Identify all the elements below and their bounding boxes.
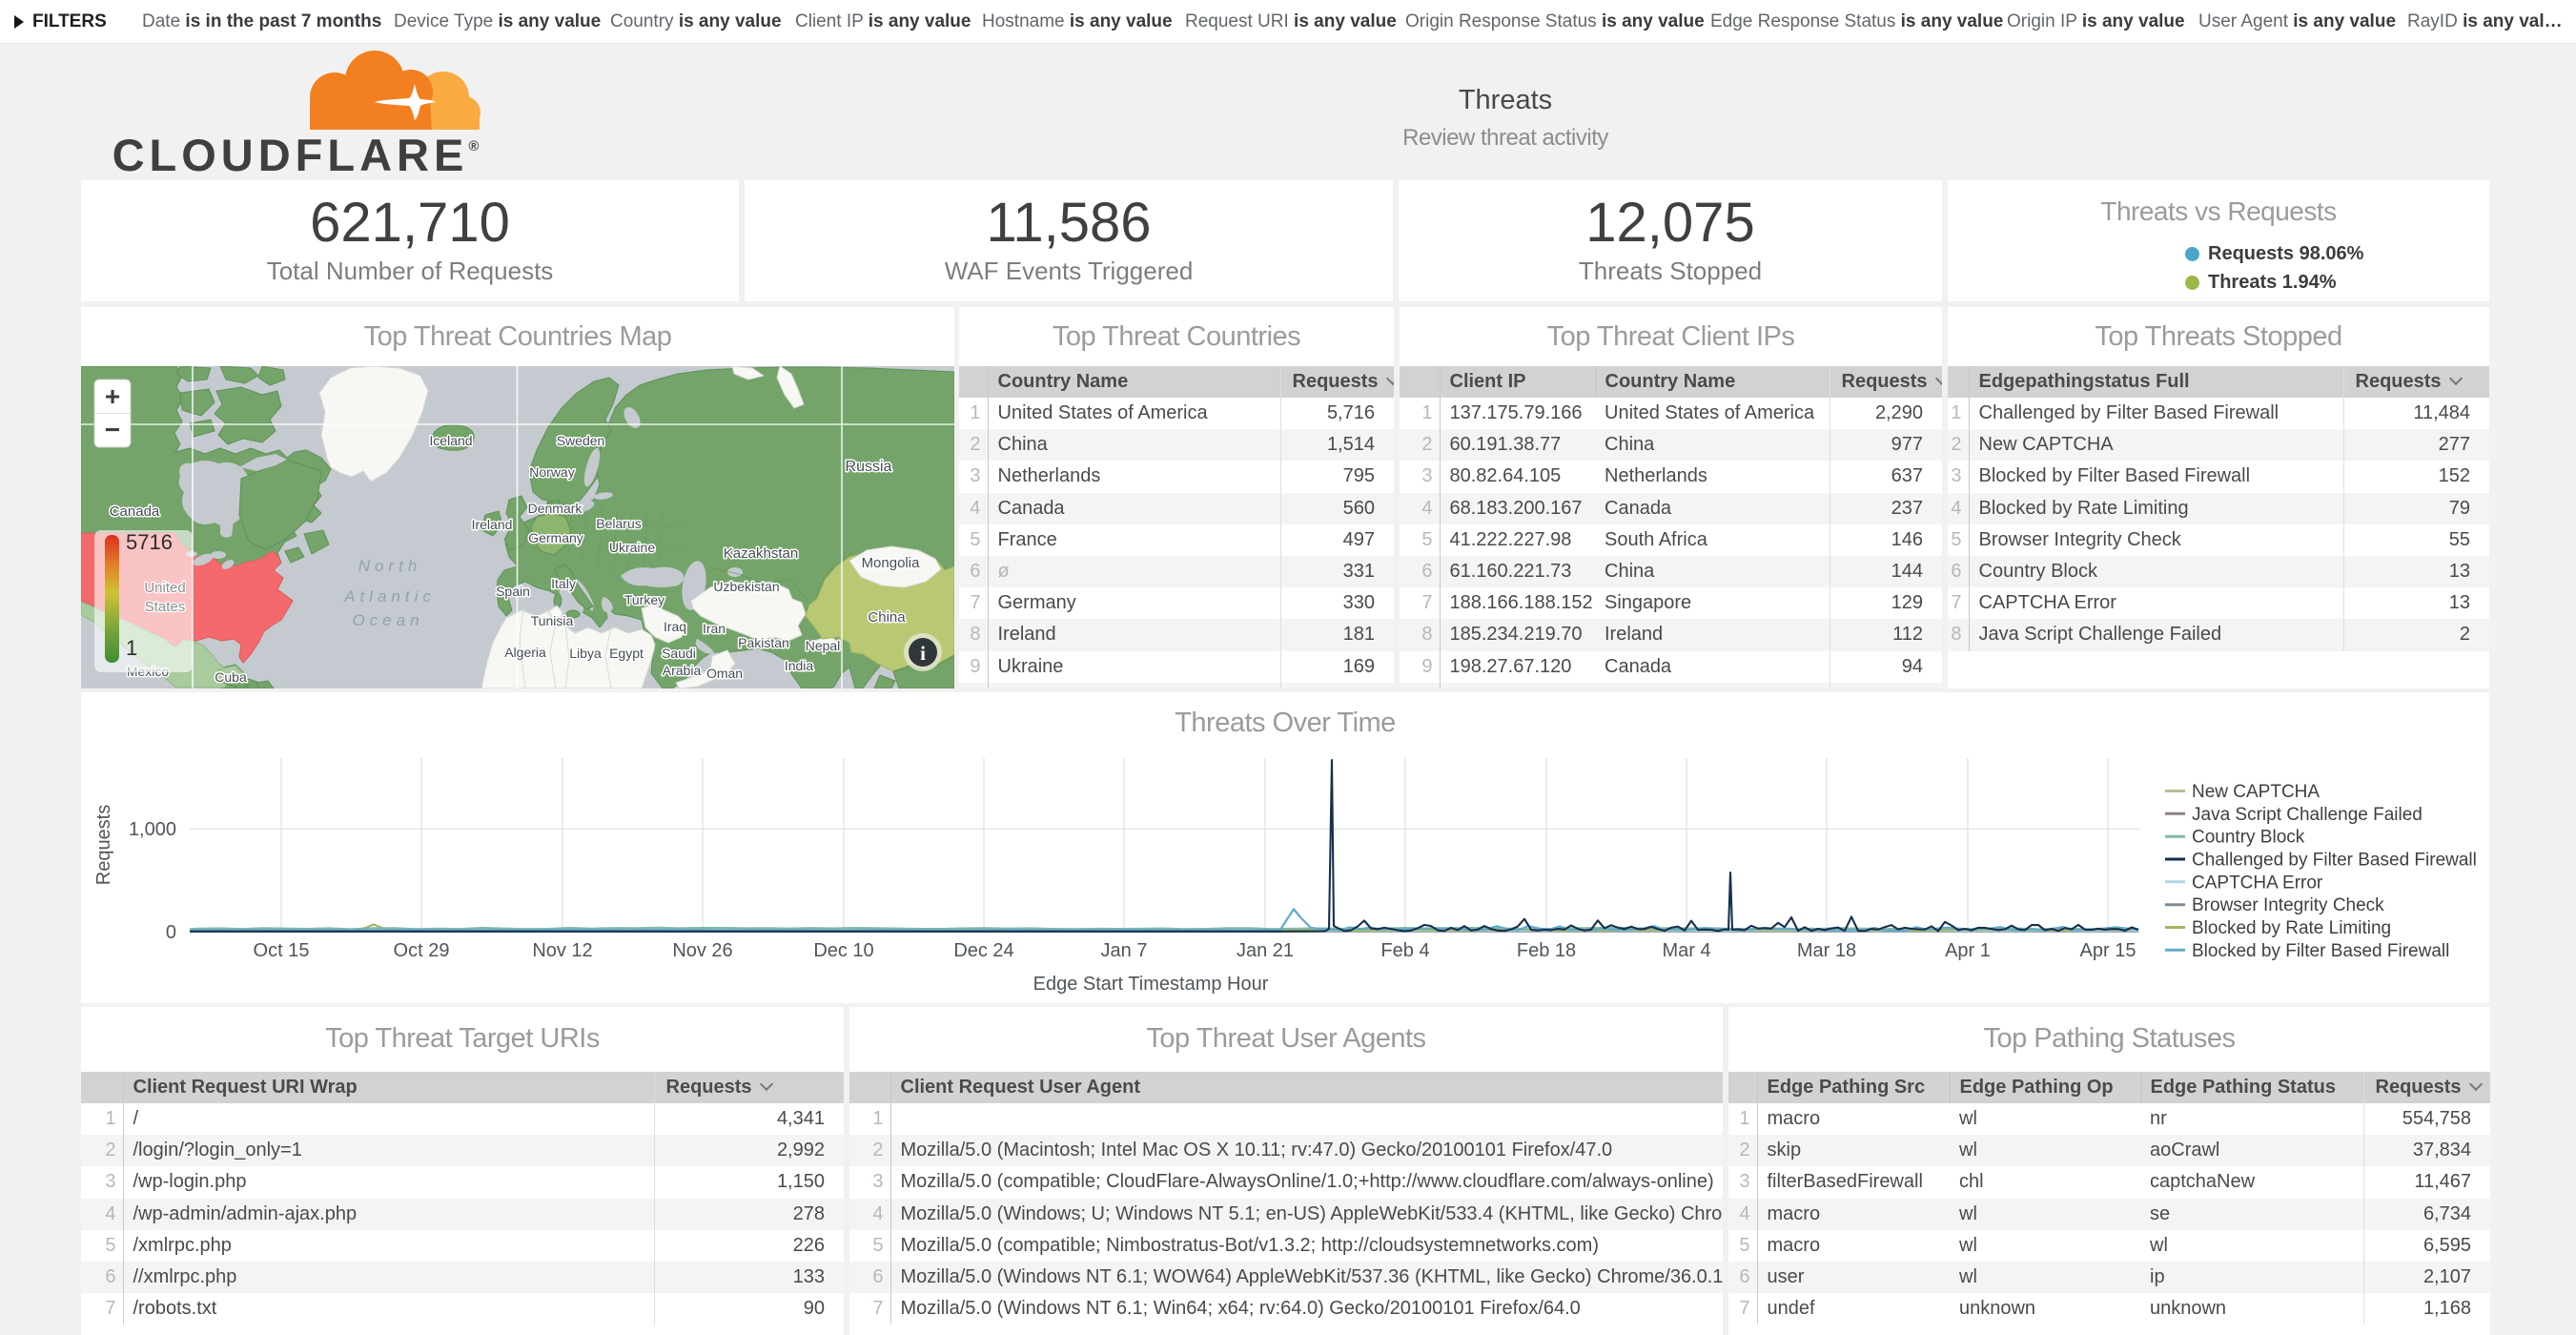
svg-text:Mongolia: Mongolia (862, 555, 921, 571)
svg-text:New CAPTCHA: New CAPTCHA (2192, 782, 2320, 802)
svg-text:Pakistan: Pakistan (738, 635, 789, 650)
svg-text:Canada: Canada (110, 503, 160, 520)
svg-text:Cuba: Cuba (215, 669, 247, 685)
svg-text:Browser Integrity Check: Browser Integrity Check (2192, 895, 2384, 915)
svg-text:Iran: Iran (703, 621, 726, 636)
svg-text:Egypt: Egypt (609, 646, 644, 661)
svg-text:Libya: Libya (569, 646, 602, 661)
svg-text:i: i (920, 642, 926, 665)
svg-text:Tunisia: Tunisia (531, 613, 574, 628)
svg-text:Feb 18: Feb 18 (1517, 940, 1576, 961)
svg-text:United: United (144, 580, 185, 596)
svg-text:Ukraine: Ukraine (609, 540, 655, 555)
svg-text:Feb 4: Feb 4 (1380, 940, 1429, 961)
svg-text:Russia: Russia (846, 459, 892, 475)
svg-text:Ireland: Ireland (472, 517, 513, 532)
svg-text:Spain: Spain (496, 584, 530, 599)
svg-text:States: States (145, 599, 186, 615)
svg-text:5716: 5716 (126, 530, 173, 554)
svg-text:Requests: Requests (93, 805, 114, 886)
svg-text:1: 1 (126, 636, 137, 660)
svg-text:Sweden: Sweden (557, 433, 605, 448)
svg-text:Turkey: Turkey (624, 592, 664, 607)
svg-text:Dec 10: Dec 10 (813, 940, 873, 961)
svg-text:0: 0 (166, 922, 176, 943)
svg-text:Nov 26: Nov 26 (672, 940, 732, 961)
svg-text:CAPTCHA Error: CAPTCHA Error (2192, 873, 2323, 893)
svg-text:Jan 21: Jan 21 (1237, 940, 1294, 961)
svg-text:Apr 15: Apr 15 (2080, 940, 2136, 961)
svg-text:India: India (785, 658, 814, 673)
svg-text:Mar 4: Mar 4 (1662, 940, 1710, 961)
svg-text:Belarus: Belarus (596, 516, 641, 531)
svg-text:Jan 7: Jan 7 (1101, 940, 1148, 961)
svg-text:Edge Start Timestamp Hour: Edge Start Timestamp Hour (1033, 974, 1269, 995)
svg-text:North: North (358, 557, 422, 575)
svg-text:Dec 24: Dec 24 (953, 940, 1013, 961)
svg-text:−: − (105, 415, 120, 444)
svg-text:Denmark: Denmark (528, 501, 583, 516)
svg-text:Java Script Challenge Failed: Java Script Challenge Failed (2192, 805, 2423, 825)
svg-text:Iceland: Iceland (429, 433, 472, 448)
svg-text:Country Block: Country Block (2192, 828, 2305, 848)
svg-text:+: + (105, 381, 120, 411)
svg-text:Italy: Italy (551, 576, 576, 591)
svg-text:Germany: Germany (528, 530, 583, 545)
svg-text:Blocked by Rate Limiting: Blocked by Rate Limiting (2192, 918, 2391, 938)
svg-text:Saudi: Saudi (662, 646, 696, 661)
svg-text:Uzbekistan: Uzbekistan (713, 579, 779, 594)
svg-text:Blocked by Filter Based Firewa: Blocked by Filter Based Firewall (2192, 941, 2449, 961)
svg-text:Arabia: Arabia (663, 663, 702, 678)
svg-text:Nepal: Nepal (806, 638, 841, 653)
svg-text:Nov 12: Nov 12 (532, 940, 592, 961)
svg-text:Ocean: Ocean (352, 611, 423, 629)
svg-text:Oct 29: Oct 29 (394, 940, 450, 961)
svg-text:China: China (868, 609, 906, 626)
svg-text:1,000: 1,000 (129, 819, 176, 840)
svg-text:Oman: Oman (706, 666, 743, 681)
svg-text:Oct 15: Oct 15 (254, 940, 310, 961)
svg-text:Atlantic: Atlantic (343, 587, 436, 606)
svg-text:Challenged by Filter Based Fir: Challenged by Filter Based Firewall (2192, 851, 2477, 871)
svg-text:Mar 18: Mar 18 (1797, 940, 1856, 961)
svg-text:Algeria: Algeria (504, 645, 546, 660)
svg-text:Norway: Norway (529, 464, 574, 480)
svg-text:Iraq: Iraq (664, 619, 686, 634)
svg-text:Apr 1: Apr 1 (1945, 940, 1991, 961)
svg-text:Kazakhstan: Kazakhstan (724, 545, 798, 562)
